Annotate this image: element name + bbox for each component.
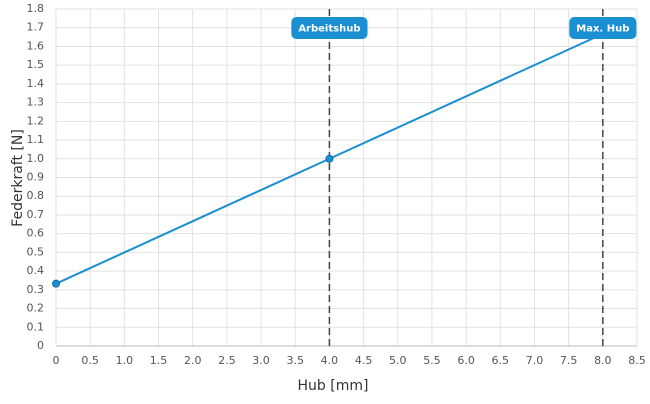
y-tick-label: 0 — [37, 339, 44, 352]
x-tick-label: 2.0 — [184, 354, 202, 367]
y-tick-label: 1.6 — [27, 39, 45, 52]
annotation-text: Arbeitshub — [298, 24, 360, 35]
y-tick-label: 1.7 — [27, 21, 45, 34]
x-tick-label: 6.5 — [492, 354, 510, 367]
x-tick-label: 0.5 — [81, 354, 99, 367]
x-tick-label: 1.5 — [150, 354, 168, 367]
y-tick-label: 1.2 — [27, 114, 45, 127]
x-axis-label: Hub [mm] — [298, 378, 369, 394]
annotation-label: Arbeitshub — [291, 17, 368, 39]
annotation-box — [569, 17, 637, 39]
x-tick-label: 8.0 — [594, 354, 612, 367]
y-tick-label: 0.6 — [27, 227, 45, 240]
y-tick-label: 0.2 — [27, 302, 45, 315]
annotation-text: Max. Hub — [576, 24, 629, 35]
y-tick-label: 0.4 — [27, 264, 45, 277]
x-tick-label: 7.5 — [560, 354, 578, 367]
y-tick-label: 1.0 — [27, 152, 45, 165]
x-tick-label: 4.5 — [355, 354, 373, 367]
x-tick-label: 8.5 — [628, 354, 646, 367]
y-tick-label: 0.3 — [27, 283, 45, 296]
x-tick-label: 4.0 — [321, 354, 339, 367]
y-tick-label: 0.8 — [27, 189, 45, 202]
x-tick-label: 3.0 — [252, 354, 270, 367]
y-tick-label: 0.7 — [27, 208, 45, 221]
x-tick-label: 5.5 — [423, 354, 441, 367]
y-tick-label: 1.1 — [27, 133, 45, 146]
y-axis-label: Federkraft [N] — [10, 129, 26, 227]
x-tick-label: 6.0 — [457, 354, 475, 367]
annotation-box — [291, 17, 368, 39]
y-tick-label: 1.3 — [27, 96, 45, 109]
point — [325, 154, 334, 163]
x-tick-label: 0 — [53, 354, 60, 367]
x-tick-label: 7.0 — [526, 354, 544, 367]
y-tick-label: 1.4 — [27, 77, 45, 90]
annotation-label: Max. Hub — [569, 17, 637, 39]
x-tick-label: 1.0 — [116, 354, 134, 367]
y-tick-label: 1.5 — [27, 58, 45, 71]
x-tick-label: 3.5 — [286, 354, 304, 367]
y-tick-label: 1.8 — [27, 2, 45, 15]
y-tick-label: 0.5 — [27, 245, 45, 258]
point — [52, 279, 60, 288]
x-tick-label: 5.0 — [389, 354, 407, 367]
x-tick-label: 2.5 — [218, 354, 236, 367]
y-tick-label: 0.1 — [27, 320, 45, 333]
y-tick-label: 0.9 — [27, 171, 45, 184]
